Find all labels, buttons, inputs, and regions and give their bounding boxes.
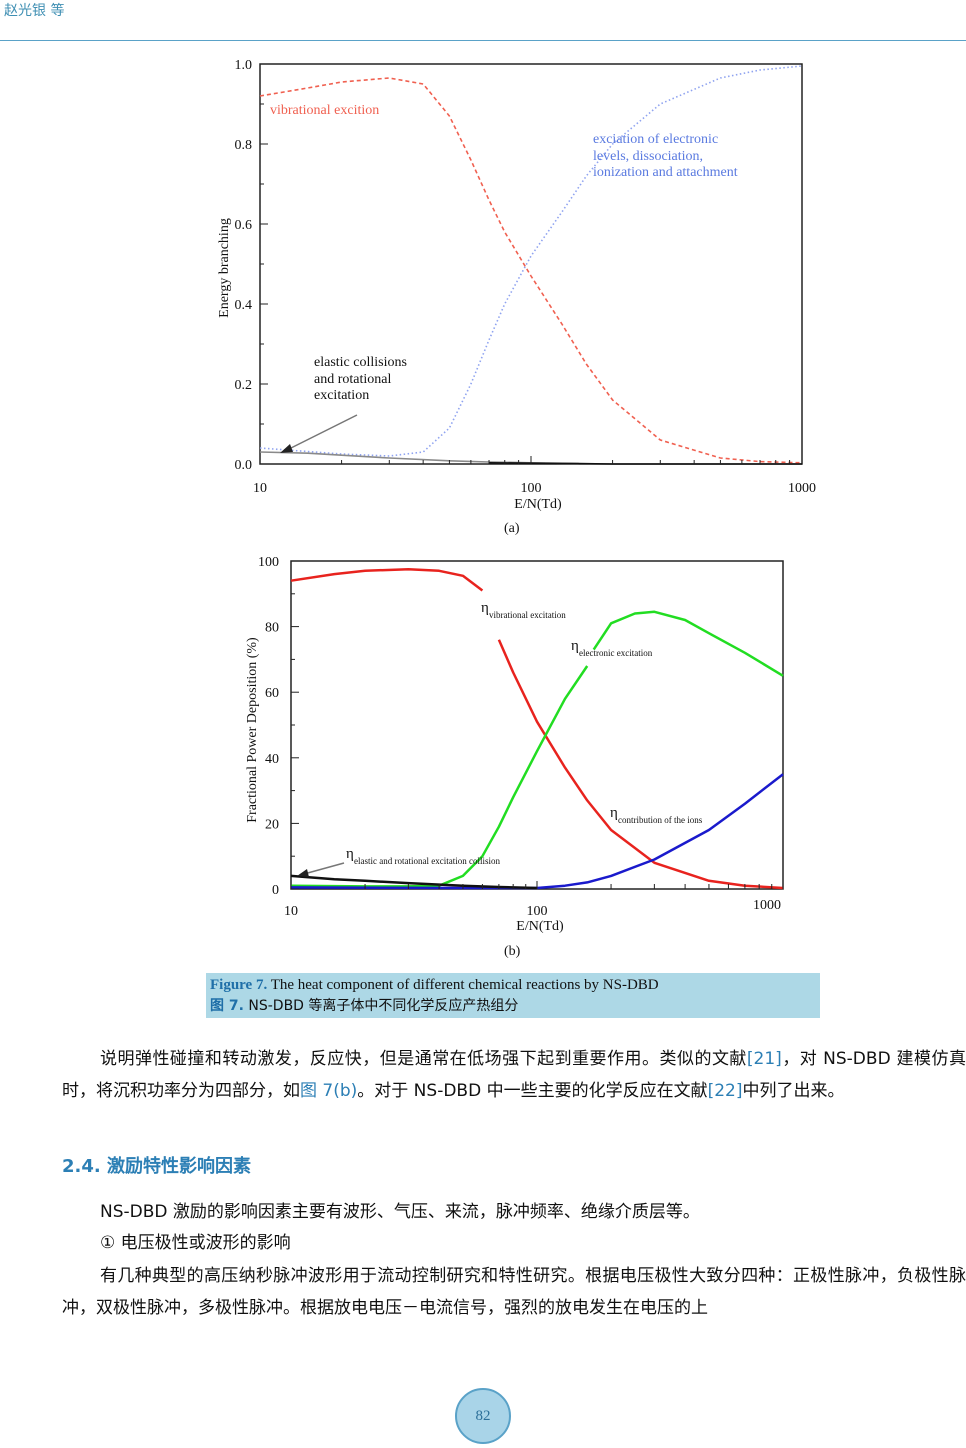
chart-a-y-tick-label: 0.6 [235,218,253,233]
figure-7b-link[interactable]: 图 7(b) [300,1081,358,1101]
annotation-eta-ions: η [610,805,618,821]
chart-b-x-tick-label: 100 [527,904,548,919]
annotation-eta-elastic: η [346,846,354,862]
p1-text-b: ，对 NS-DBD 建模仿真时，将沉积功率分为四部分，如 [62,1049,966,1101]
annotation-eta-vib-sub: vibrational excitation [489,610,566,620]
annotation-elastic-line-2: and rotational [314,372,391,387]
figure-b-label: (b) [504,944,521,959]
chart-b-y-tick-label: 20 [265,817,279,832]
chart-a-x-tick-label: 10 [253,481,267,496]
annotation-eta-elec-sub: electronic excitation [579,648,653,658]
chart-a-x-tick-label: 100 [521,481,542,496]
figure-caption: Figure 7. The heat component of differen… [206,973,820,1018]
annotation-elastic-arrow-b [303,862,345,875]
p1-text-c: 。对于 NS-DBD 中一些主要的化学反应在文献 [357,1081,708,1101]
chart-b-x-tick-label: 1000 [753,898,781,913]
paragraph-3: ① 电压极性或波形的影响 [100,1233,291,1253]
chart-b-series-2-segment-0 [290,773,784,890]
annotation-vibrational: vibrational excition [270,103,379,118]
annotation-electronic-line-1: exciation of electronic [593,132,718,147]
annotation-electronic-line-2: levels, dissociation, [593,149,703,164]
paragraph-4: 有几种典型的高压纳秒脉冲波形用于流动控制研究和特性研究。根据电压极性大致分四种：… [62,1266,966,1318]
chart-a-plot-frame [259,63,803,465]
chart-b-y-tick-label: 40 [265,752,279,767]
chart-a-x-axis-label: E/N(Td) [514,497,562,512]
caption-en-label: Figure 7. [210,977,268,993]
annotation-elastic-arrow [286,414,358,451]
annotation-elastic-line-3: excitation [314,388,369,403]
p1-text-d: 中列了出来。 [742,1081,845,1101]
chart-b-x-axis-label: E/N(Td) [516,919,564,934]
annotation-eta-elec: η [571,638,579,654]
figure-a-label: (a) [504,521,520,536]
running-head: 赵光银 等 [4,3,65,19]
annotation-elastic-arrowhead-b [297,869,309,877]
chart-b-x-tick-label: 10 [284,904,298,919]
chart-b-series-0-segment-1 [497,639,784,890]
chart-a-x-tick-label: 1000 [788,481,816,496]
chart-a-y-tick-label: 0.0 [235,458,253,473]
chart-b-y-tick-label: 60 [265,686,279,701]
chart-a-y-tick-label: 1.0 [235,58,253,73]
chart-a-y-tick-label: 0.2 [235,378,253,393]
annotation-elastic-arrowhead [280,444,293,453]
chart-b-series-1-segment-1 [592,610,784,677]
header-rule [0,40,966,41]
annotation-eta-ions-sub: contribution of the ions [618,815,703,825]
chart-b-series-0-segment-0 [290,567,484,592]
section-heading: 2.4. 激励特性影响因素 [62,1156,251,1177]
reference-link-22[interactable]: [22] [707,1081,743,1101]
chart-a: 10 100 1000 0.0 0.2 0.4 0.6 0.8 1.0 Energy branc… [217,58,816,512]
annotation-eta-vib: η [481,600,489,616]
caption-en-text: The heat component of different chemical… [267,977,659,993]
chart-a-series-3 [488,462,802,465]
caption-zh-label: 图 7. [210,998,244,1014]
chart-b-y-axis-label: Fractional Power Deposition (%) [245,637,260,823]
chart-a-series-0 [259,77,803,464]
chart-b-y-tick-label: 0 [272,883,279,898]
annotation-elastic-line-1: elastic collisions [314,355,407,370]
annotation-electronic-line-3: ionization and attachment [593,165,738,180]
chart-a-y-tick-label: 0.8 [235,138,253,153]
caption-zh-text: NS-DBD 等离子体中不同化学反应产热组分 [243,998,519,1014]
paragraph-1: 说明弹性碰撞和转动激发，反应快，但是通常在低场强下起到重要作用。类似的文献[21… [62,1043,966,1107]
paragraph-2: NS-DBD 激励的影响因素主要有波形、气压、来流，脉冲频率、绝缘介质层等。 [100,1202,700,1222]
reference-link-21[interactable]: [21] [746,1049,782,1069]
chart-b-y-tick-label: 80 [265,621,279,636]
chart-b-y-tick-label: 100 [258,555,279,570]
annotation-eta-elastic-sub: elastic and rotational excitation collis… [354,856,500,866]
chart-b: 10 100 1000 0 20 40 60 80 100 Fractional Power D… [245,555,784,934]
chart-b-series-1-segment-0 [290,665,589,888]
page-number: 82 [455,1388,511,1444]
chart-a-y-axis-label: Energy branching [217,218,232,318]
chart-a-y-tick-label: 0.4 [235,298,253,313]
p1-text-a: 说明弹性碰撞和转动激发，反应快，但是通常在低场强下起到重要作用。类似的文献 [100,1049,747,1069]
